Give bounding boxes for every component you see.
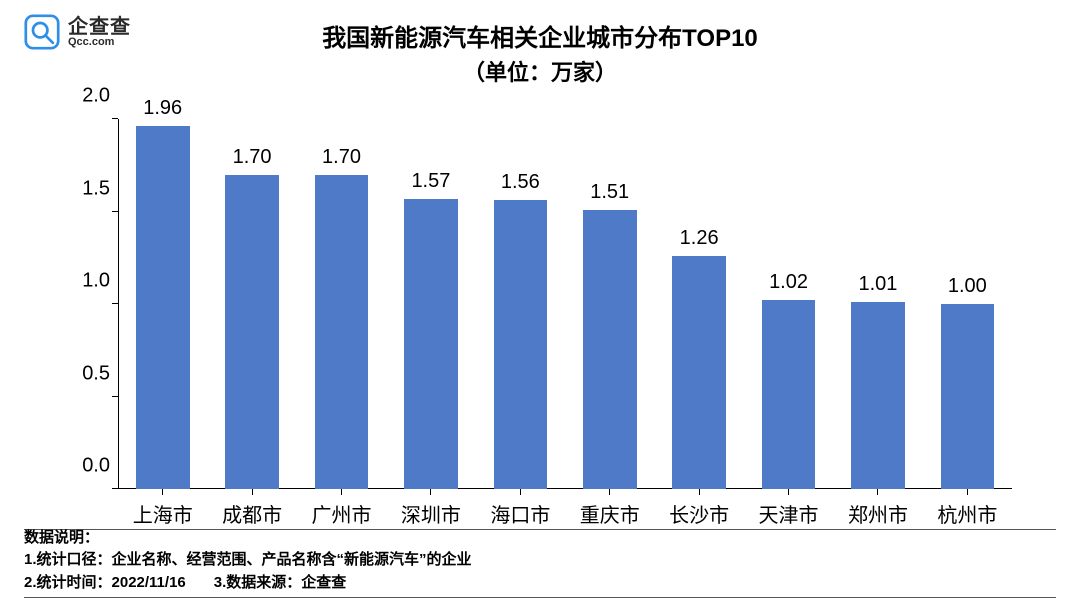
bar-slot: 1.70 [297,119,386,489]
x-axis-label: 成都市 [207,489,296,529]
footnote-line2a: 2.统计时间：2022/11/16 [24,572,186,595]
bar-value-label: 1.96 [136,97,190,126]
bar-slot: 1.02 [744,119,833,489]
logo-text-cn: 企查查 [68,17,131,37]
x-axis-label: 郑州市 [833,489,922,529]
bar-slot: 1.26 [654,119,743,489]
bar-value-label: 1.70 [225,146,279,175]
bar: 1.57 [404,199,458,489]
chart-title: 我国新能源汽车相关企业城市分布TOP10 [18,18,1062,53]
brand-logo: 企查查 Qcc.com [24,14,131,50]
bar-value-label: 1.02 [762,271,816,300]
footnote: 数据说明： 1.统计口径：企业名称、经营范围、产品名称含“新能源汽车”的企业 2… [24,527,1056,595]
logo-text-en: Qcc.com [68,37,131,48]
bar-slot: 1.51 [565,119,654,489]
bar: 1.02 [762,300,816,489]
y-tick-label: 1.5 [82,177,110,200]
plot-area: 1.961.701.701.571.561.511.261.021.011.00 [118,119,1012,489]
bar: 1.70 [315,175,369,490]
bars-container: 1.961.701.701.571.561.511.261.021.011.00 [118,119,1012,489]
bar-chart: 0.00.51.01.52.0 1.961.701.701.571.561.51… [58,109,1022,529]
y-tick-label: 1.0 [82,270,110,293]
bar-value-label: 1.51 [583,181,637,210]
y-tick-mark [112,211,118,212]
page: 企查查 Qcc.com 我国新能源汽车相关企业城市分布TOP10 （单位：万家）… [0,0,1080,608]
bar-slot: 1.96 [118,119,207,489]
y-axis: 0.00.51.01.52.0 [58,119,118,489]
bar-value-label: 1.56 [494,171,548,200]
x-axis-labels: 上海市成都市广州市深圳市海口市重庆市长沙市天津市郑州市杭州市 [118,489,1012,529]
bar-slot: 1.01 [833,119,922,489]
bar-value-label: 1.70 [315,146,369,175]
bar-slot: 1.70 [207,119,296,489]
x-axis-label: 长沙市 [654,489,743,529]
x-axis-label: 杭州市 [923,489,1012,529]
x-axis-label: 上海市 [118,489,207,529]
bar-slot: 1.00 [923,119,1012,489]
y-tick-label: 0.5 [82,362,110,385]
bar: 1.00 [941,304,995,489]
footnote-line2b: 3.数据来源：企查查 [214,572,347,595]
x-axis-label: 重庆市 [565,489,654,529]
x-axis-label: 天津市 [744,489,833,529]
y-tick-mark [112,303,118,304]
bar: 1.96 [136,126,190,489]
footnote-rule-bottom [24,597,1056,598]
bar: 1.56 [494,200,548,489]
bar: 1.70 [225,175,279,490]
bar: 1.51 [583,210,637,489]
bar-value-label: 1.26 [672,227,726,256]
bar-value-label: 1.01 [851,273,905,302]
bar-value-label: 1.57 [404,170,458,199]
bar: 1.26 [672,256,726,489]
title-block: 我国新能源汽车相关企业城市分布TOP10 （单位：万家） [18,18,1062,87]
bar-slot: 1.57 [386,119,475,489]
x-axis-label: 广州市 [297,489,386,529]
chart-subtitle: （单位：万家） [18,55,1062,87]
footnote-heading: 数据说明： [24,527,1056,550]
bar-slot: 1.56 [476,119,565,489]
y-tick-mark [112,118,118,119]
bar: 1.01 [851,302,905,489]
x-axis-label: 海口市 [476,489,565,529]
x-axis-label: 深圳市 [386,489,475,529]
footnote-line1: 1.统计口径：企业名称、经营范围、产品名称含“新能源汽车”的企业 [24,549,1056,572]
y-tick-label: 2.0 [82,85,110,108]
bar-value-label: 1.00 [941,275,995,304]
y-tick-label: 0.0 [82,455,110,478]
y-tick-mark [112,396,118,397]
logo-icon [24,14,60,50]
